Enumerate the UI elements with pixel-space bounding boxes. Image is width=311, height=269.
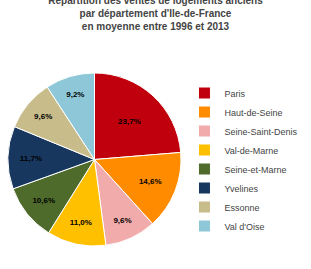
- svg-text:Seine-Saint-Denis: Seine-Saint-Denis: [224, 127, 297, 137]
- svg-text:11,7%: 11,7%: [20, 154, 42, 163]
- svg-text:Répartition des ventes de loge: Répartition des ventes de logements anci…: [48, 0, 263, 32]
- svg-text:Essonne: Essonne: [224, 203, 259, 213]
- svg-text:Seine-et-Marne: Seine-et-Marne: [224, 165, 286, 175]
- svg-text:Haut-de-Seine: Haut-de-Seine: [224, 108, 282, 118]
- svg-text:9,2%: 9,2%: [66, 90, 84, 99]
- svg-text:9,6%: 9,6%: [34, 112, 52, 121]
- svg-text:11,0%: 11,0%: [70, 218, 92, 227]
- svg-text:Val-de-Marne: Val-de-Marne: [224, 146, 278, 156]
- svg-text:9,6%: 9,6%: [113, 216, 131, 225]
- svg-text:14,6%: 14,6%: [139, 177, 162, 186]
- svg-text:Val d'Oise: Val d'Oise: [224, 222, 264, 232]
- svg-text:10,6%: 10,6%: [32, 196, 55, 205]
- svg-text:23,7%: 23,7%: [118, 117, 141, 126]
- svg-text:Paris: Paris: [224, 89, 245, 99]
- svg-text:Yvelines: Yvelines: [224, 184, 258, 194]
